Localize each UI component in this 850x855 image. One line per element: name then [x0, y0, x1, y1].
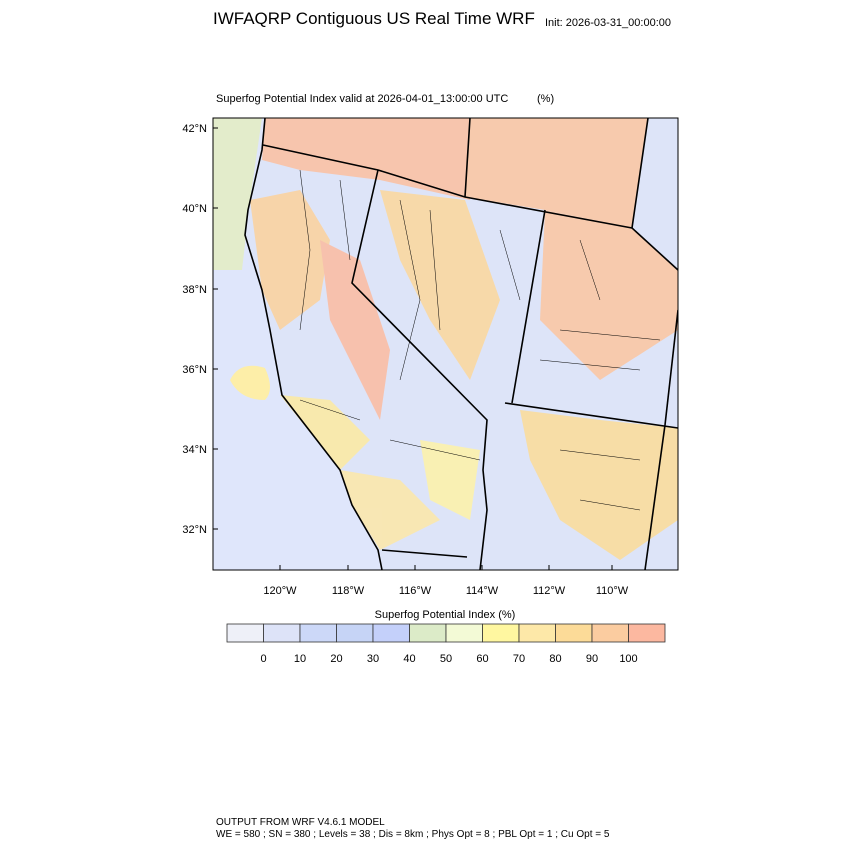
init-time: Init: 2026-03-31_00:00:00	[545, 17, 671, 29]
lat-label: 42°N	[182, 123, 207, 135]
map	[212, 117, 679, 571]
county-lines	[299, 169, 661, 511]
map-frame	[212, 117, 679, 571]
state-border	[644, 424, 666, 570]
footer: OUTPUT FROM WRF V4.6.1 MODEL	[216, 817, 385, 828]
patch	[465, 118, 648, 228]
colorbar-box	[336, 623, 374, 643]
footer: WE = 580 ; SN = 380 ; Levels = 38 ; Dis …	[216, 829, 610, 840]
lon-label: 116°W	[399, 585, 432, 597]
colorbar-box	[445, 623, 483, 643]
colorbar-box	[299, 623, 337, 643]
map-subtitle: Superfog Potential Index valid at 2026-0…	[216, 93, 508, 105]
lon-label: 114°W	[466, 585, 499, 597]
colorbar-title: Superfog Potential Index (%)	[375, 609, 516, 621]
lon-label: 112°W	[533, 585, 566, 597]
colorbar-label: 100	[619, 653, 637, 665]
coastline	[244, 118, 383, 570]
lat-label: 40°N	[182, 203, 207, 215]
units: (%)	[537, 93, 554, 105]
colorbar-box	[518, 623, 556, 643]
colorbar-box	[628, 623, 666, 643]
lat-label: 38°N	[182, 284, 207, 296]
colorbar-label: 10	[294, 653, 306, 665]
patch	[380, 190, 500, 380]
colorbar-box	[263, 623, 301, 643]
colorbar-label: 40	[403, 653, 415, 665]
colorbar-label: 70	[513, 653, 525, 665]
fog-patch	[230, 365, 270, 400]
colorbar-label: 0	[260, 653, 266, 665]
colorbar-label: 90	[586, 653, 598, 665]
patch	[262, 118, 470, 200]
lon-label: 110°W	[596, 585, 629, 597]
lat-label: 36°N	[182, 364, 207, 376]
ocean-band	[213, 118, 262, 270]
colorbar-label: 20	[330, 653, 342, 665]
state-border	[504, 402, 678, 429]
colorbar-label: 80	[549, 653, 561, 665]
title: IWFAQRP Contiguous US Real Time WRF	[213, 9, 535, 28]
state-border	[631, 118, 678, 271]
colorbar-label: 30	[367, 653, 379, 665]
colorbar-box	[482, 623, 520, 643]
lat-label: 32°N	[182, 524, 207, 536]
state-border	[262, 144, 633, 229]
state-border	[664, 309, 678, 426]
colorbar-box	[555, 623, 593, 643]
patch	[340, 470, 440, 550]
colorbar-label: 60	[476, 653, 488, 665]
patch	[280, 395, 370, 470]
country-border	[381, 549, 468, 558]
index-patches	[250, 118, 678, 560]
colorbar-box	[409, 623, 447, 643]
patch	[420, 440, 480, 520]
patch	[250, 190, 330, 330]
patch	[520, 410, 678, 560]
patch	[540, 210, 678, 380]
lon-label: 120°W	[263, 585, 297, 597]
colorbar-box	[372, 623, 410, 643]
colorbar-box	[226, 623, 264, 643]
lat-label: 34°N	[182, 444, 207, 456]
state-border	[464, 118, 471, 198]
colorbar-box	[591, 623, 629, 643]
lon-label: 118°W	[332, 585, 365, 597]
colorbar-label: 50	[440, 653, 452, 665]
state-border	[511, 209, 546, 404]
state-border	[351, 169, 488, 570]
patch	[320, 240, 390, 420]
